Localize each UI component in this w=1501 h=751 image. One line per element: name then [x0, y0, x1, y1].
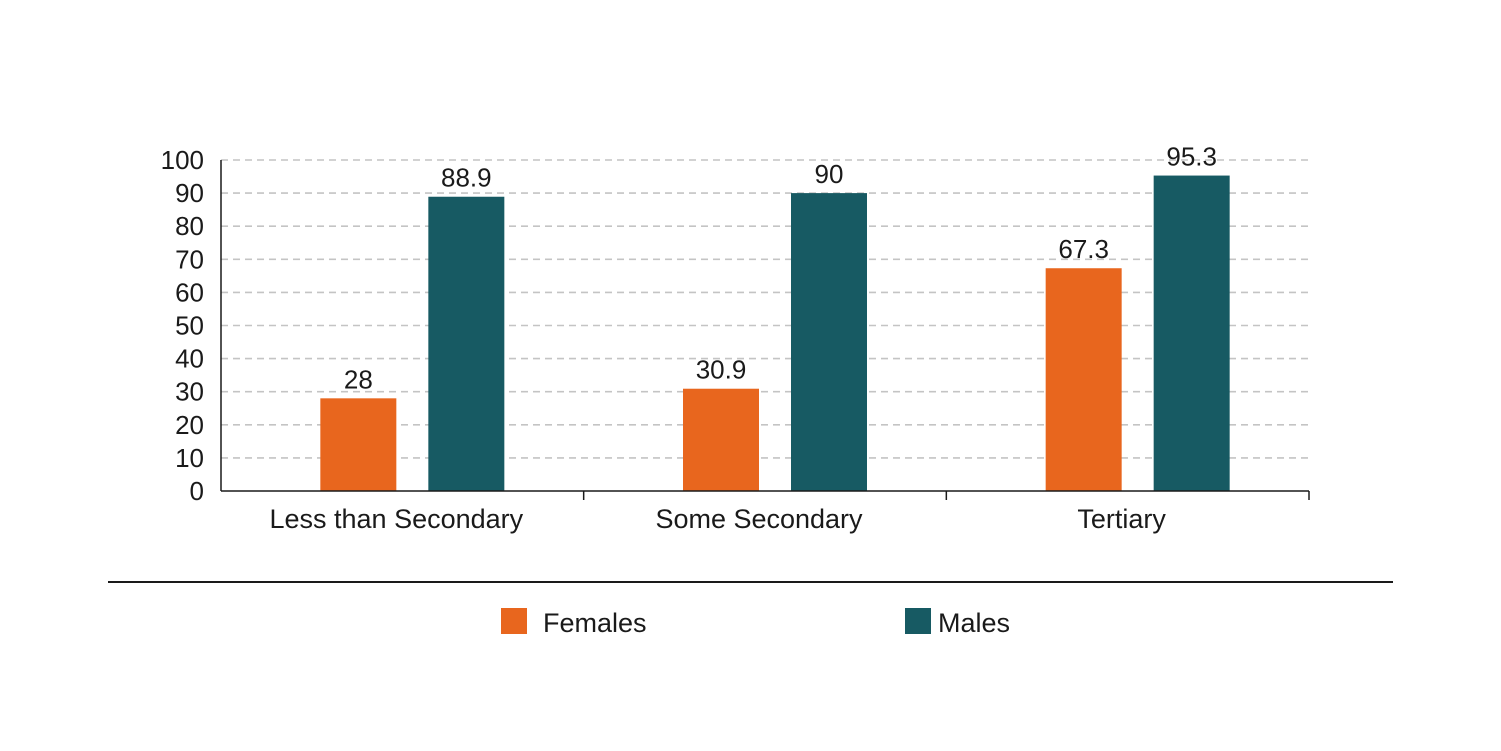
x-tick-label: Less than Secondary: [269, 504, 523, 534]
grid-lines: [221, 159, 1309, 459]
y-tick-label: 20: [175, 410, 204, 440]
y-tick-label: 60: [175, 277, 204, 307]
legend-label: Males: [938, 608, 1010, 638]
bar-males-0: [428, 196, 505, 491]
y-tick-label: 0: [190, 476, 204, 506]
y-tick-label: 80: [175, 211, 204, 241]
data-label: 30.9: [696, 355, 747, 385]
y-tick-label: 50: [175, 311, 204, 341]
axes: [220, 160, 1310, 500]
x-tick-label: Some Secondary: [655, 504, 863, 534]
data-label: 67.3: [1058, 234, 1109, 264]
bar-males-2: [1153, 175, 1230, 491]
y-tick-label: 70: [175, 244, 204, 274]
legend: Females Males: [501, 608, 1010, 638]
legend-swatch: [501, 608, 527, 634]
data-label: 88.9: [441, 163, 492, 193]
bar-females-1: [683, 388, 759, 491]
data-label: 90: [815, 159, 844, 189]
data-label: 28: [344, 364, 373, 394]
bar-males-1: [791, 193, 867, 491]
data-label: 95.3: [1166, 142, 1217, 172]
y-tick-label: 90: [175, 178, 204, 208]
bar-females-2: [1045, 268, 1122, 491]
y-tick-label: 10: [175, 443, 204, 473]
y-tick-label: 30: [175, 377, 204, 407]
legend-label: Females: [543, 608, 647, 638]
y-tick-label: 40: [175, 344, 204, 374]
y-tick-label: 100: [161, 145, 204, 175]
bars: 28 88.9 30.9 90 67.3 95.3: [320, 142, 1230, 491]
x-axis-labels: Less than Secondary Some Secondary Tertiar…: [269, 504, 1166, 534]
bar-females-0: [320, 398, 397, 491]
legend-swatch: [905, 608, 931, 634]
x-tick-label: Tertiary: [1077, 504, 1166, 534]
